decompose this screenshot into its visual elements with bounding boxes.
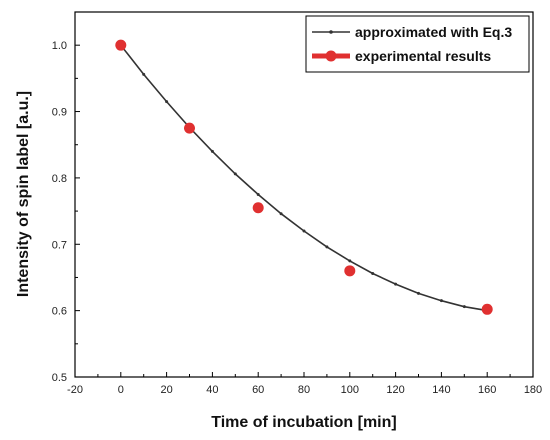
y-tick-label: 0.5	[52, 372, 67, 384]
x-tick-label: 20	[160, 384, 172, 396]
y-axis: 0.5 0.6 0.7 0.8 0.9 1.0	[52, 40, 80, 384]
legend-swatch-line-marker	[329, 30, 333, 34]
experimental-point	[252, 202, 264, 214]
experimental-point	[184, 122, 195, 134]
x-tick-label: 100	[341, 384, 359, 396]
legend: approximated with Eq.3 experimental resu…	[305, 15, 530, 73]
y-tick-label: 0.9	[52, 107, 67, 119]
x-tick-label: 80	[298, 384, 310, 396]
y-tick-label: 0.6	[52, 306, 67, 318]
fit-line-point	[142, 72, 146, 76]
legend-swatch-marker	[325, 50, 337, 62]
y-axis-title: Intensity of spin label [a.u.]	[15, 91, 32, 297]
x-tick-label: 120	[386, 384, 404, 396]
fit-line-point	[348, 259, 352, 263]
x-tick-label: 140	[432, 384, 450, 396]
fit-line-point	[210, 149, 214, 153]
legend-label-approximated: approximated with Eq.3	[355, 24, 512, 40]
x-tick-label: 180	[524, 384, 542, 396]
fit-line-point	[256, 193, 260, 196]
x-tick-label: 160	[478, 384, 496, 396]
fit-line-point	[462, 305, 466, 309]
experimental-point	[344, 265, 356, 277]
x-tick-label: 40	[206, 384, 218, 396]
fit-line-point	[325, 245, 329, 249]
experimental-point	[115, 39, 127, 51]
x-axis: -20 0 20 40 60 80 100 120 140 160 180	[67, 372, 542, 396]
x-tick-label: 60	[252, 384, 264, 396]
fit-line-point	[165, 100, 169, 104]
fit-line-point	[371, 271, 375, 275]
y-tick-label: 1.0	[52, 40, 67, 52]
fit-line-point	[417, 291, 420, 295]
series-layer	[115, 39, 493, 315]
x-axis-title: Time of incubation [min]	[211, 414, 396, 431]
plot-frame	[74, 11, 534, 378]
fit-line-point	[394, 282, 398, 286]
fit-line-point	[439, 299, 443, 303]
legend-box	[305, 15, 530, 73]
y-tick-label: 0.7	[52, 239, 67, 251]
fit-line-point	[233, 172, 237, 176]
x-tick-label: -20	[67, 384, 83, 396]
fit-line-point	[302, 229, 306, 233]
fit-line-point	[279, 212, 283, 216]
x-tick-label: 0	[118, 384, 124, 396]
experimental-point	[481, 303, 493, 315]
legend-label-experimental: experimental results	[355, 48, 491, 64]
y-tick-label: 0.8	[52, 173, 67, 185]
